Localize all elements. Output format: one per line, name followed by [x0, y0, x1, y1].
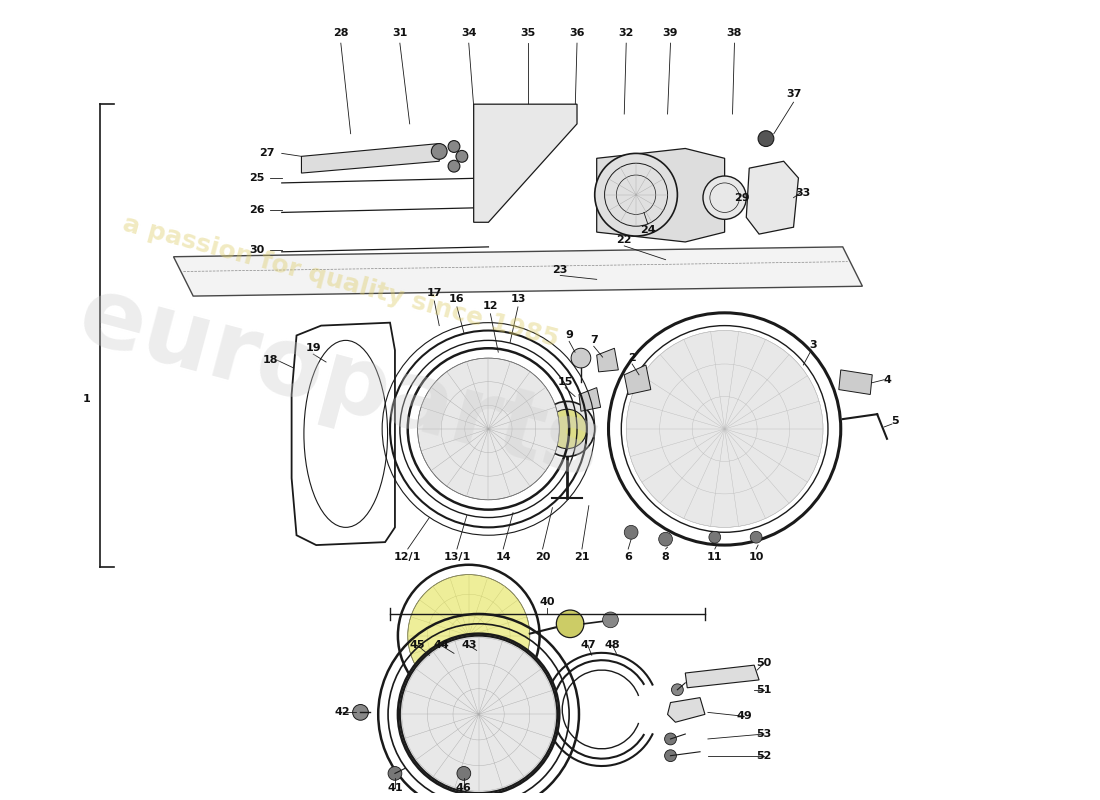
- Circle shape: [664, 750, 676, 762]
- Text: 12/1: 12/1: [394, 552, 421, 562]
- Polygon shape: [668, 698, 705, 722]
- Text: 40: 40: [540, 597, 556, 607]
- Text: 53: 53: [757, 729, 771, 739]
- Text: 34: 34: [461, 28, 476, 38]
- Text: 31: 31: [393, 28, 408, 38]
- Text: 10: 10: [748, 552, 763, 562]
- Circle shape: [557, 610, 584, 638]
- Text: 25: 25: [250, 173, 265, 183]
- Text: 46: 46: [456, 783, 472, 793]
- Text: 43: 43: [461, 641, 476, 650]
- Text: 14: 14: [495, 552, 512, 562]
- Text: 47: 47: [580, 641, 595, 650]
- Circle shape: [603, 612, 618, 628]
- Polygon shape: [839, 370, 872, 394]
- Circle shape: [408, 574, 530, 697]
- Text: 33: 33: [795, 188, 811, 198]
- Text: 48: 48: [605, 641, 620, 650]
- Circle shape: [400, 636, 558, 793]
- Circle shape: [388, 766, 401, 780]
- Circle shape: [659, 532, 672, 546]
- Text: 29: 29: [735, 193, 750, 202]
- Text: 2: 2: [628, 353, 636, 363]
- Text: 3: 3: [810, 340, 817, 350]
- Text: 26: 26: [250, 206, 265, 215]
- Text: 51: 51: [757, 685, 772, 694]
- Polygon shape: [746, 162, 799, 234]
- Circle shape: [448, 160, 460, 172]
- Text: 28: 28: [333, 28, 349, 38]
- Circle shape: [571, 348, 591, 368]
- Text: 44: 44: [433, 641, 449, 650]
- Polygon shape: [596, 149, 725, 242]
- Text: 30: 30: [250, 245, 265, 255]
- Text: 13: 13: [510, 294, 526, 304]
- Circle shape: [456, 766, 471, 780]
- Text: 49: 49: [736, 711, 752, 722]
- Text: europarts: europarts: [69, 270, 613, 498]
- Polygon shape: [579, 388, 601, 411]
- Circle shape: [708, 531, 720, 543]
- Text: 24: 24: [640, 225, 656, 235]
- Text: 4: 4: [883, 374, 891, 385]
- Text: 17: 17: [427, 288, 442, 298]
- Text: 37: 37: [785, 90, 801, 99]
- Circle shape: [540, 402, 595, 457]
- Circle shape: [448, 141, 460, 153]
- Text: a passion for quality since 1985: a passion for quality since 1985: [120, 211, 561, 351]
- Polygon shape: [625, 365, 651, 394]
- Circle shape: [431, 143, 447, 159]
- Polygon shape: [596, 348, 618, 372]
- Circle shape: [456, 150, 468, 162]
- Text: 12: 12: [483, 301, 498, 311]
- Text: 15: 15: [558, 377, 573, 386]
- Text: 20: 20: [535, 552, 550, 562]
- Circle shape: [758, 130, 773, 146]
- Text: 7: 7: [590, 335, 597, 346]
- Polygon shape: [301, 143, 439, 173]
- Text: 35: 35: [520, 28, 536, 38]
- Circle shape: [625, 526, 638, 539]
- Text: 52: 52: [757, 750, 772, 761]
- Circle shape: [418, 358, 559, 500]
- Text: 1: 1: [82, 394, 91, 405]
- Text: 5: 5: [891, 416, 899, 426]
- Text: 50: 50: [757, 658, 771, 668]
- Text: 21: 21: [574, 552, 590, 562]
- Text: 41: 41: [387, 783, 403, 793]
- Circle shape: [671, 684, 683, 696]
- Text: 45: 45: [410, 641, 426, 650]
- Text: 42: 42: [336, 707, 351, 718]
- Text: 39: 39: [663, 28, 679, 38]
- Text: 8: 8: [662, 552, 670, 562]
- Text: 27: 27: [260, 148, 275, 158]
- Text: 11: 11: [707, 552, 723, 562]
- Text: 32: 32: [618, 28, 634, 38]
- Circle shape: [750, 531, 762, 543]
- Text: 22: 22: [616, 235, 632, 245]
- Text: 18: 18: [262, 355, 277, 365]
- Polygon shape: [174, 247, 862, 296]
- Text: 36: 36: [570, 28, 585, 38]
- Text: 16: 16: [449, 294, 465, 304]
- Text: 6: 6: [624, 552, 632, 562]
- Text: 13/1: 13/1: [443, 552, 471, 562]
- Text: 23: 23: [552, 265, 568, 274]
- Circle shape: [703, 176, 746, 219]
- Text: 38: 38: [727, 28, 742, 38]
- Circle shape: [353, 705, 369, 720]
- Circle shape: [595, 154, 678, 236]
- Polygon shape: [474, 104, 578, 222]
- Circle shape: [548, 410, 587, 449]
- Circle shape: [626, 330, 823, 527]
- Text: 19: 19: [306, 343, 321, 354]
- Text: 9: 9: [565, 330, 573, 341]
- Polygon shape: [685, 665, 759, 688]
- Circle shape: [664, 733, 676, 745]
